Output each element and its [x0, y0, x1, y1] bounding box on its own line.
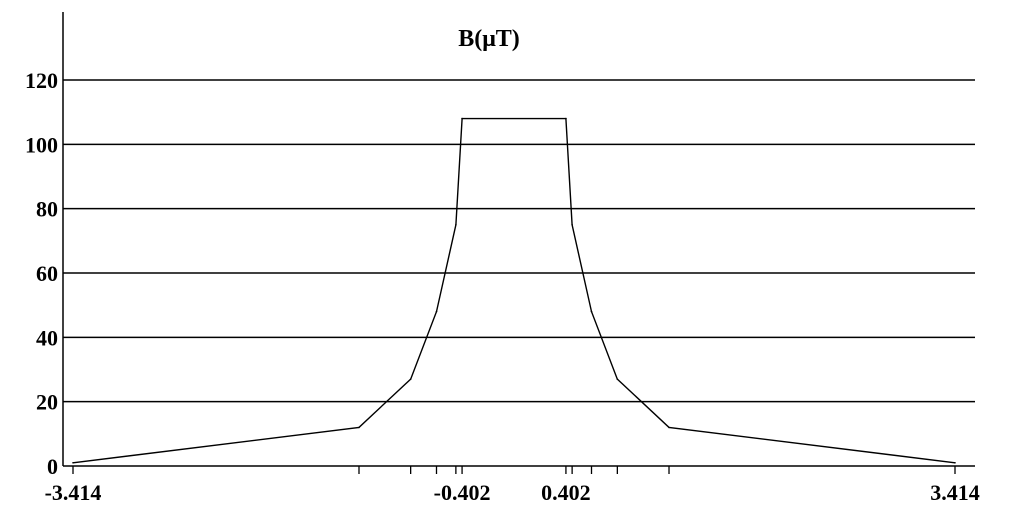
data-point-0-9 [616, 378, 619, 380]
chart-title: B(μT) [458, 26, 520, 52]
axes [62, 12, 975, 467]
y-tick-label-120: 120 [25, 68, 58, 93]
y-tick-label-20: 20 [36, 390, 58, 415]
x-tick-label-1: -0.402 [434, 480, 491, 505]
x-tick-label-0: -3.414 [45, 480, 102, 505]
series-line-0 [72, 117, 956, 464]
x-tick-label-3: 3.414 [930, 480, 980, 505]
data-point-0-0 [72, 461, 74, 464]
y-tick-label-60: 60 [36, 261, 58, 286]
y-tick-label-0: 0 [47, 454, 58, 479]
x-tick-labels: -3.414 -0.402 0.402 3.414 [45, 480, 980, 505]
series-layer [72, 117, 956, 464]
x-tick-label-2: 0.402 [541, 480, 591, 505]
horizontal-grid [63, 79, 975, 403]
data-point-0-8 [590, 310, 593, 313]
data-point-0-7 [571, 223, 573, 226]
data-point-0-6 [565, 117, 567, 120]
data-point-0-3 [435, 310, 438, 313]
data-point-0-1 [358, 426, 360, 429]
y-tick-label-100: 100 [25, 132, 58, 157]
x-ticks [72, 466, 956, 474]
y-tick-label-40: 40 [36, 325, 58, 350]
data-point-0-10 [668, 426, 670, 429]
data-point-0-5 [461, 117, 463, 120]
data-point-0-11 [954, 461, 956, 464]
data-point-0-4 [455, 223, 457, 226]
data-point-0-2 [409, 378, 412, 380]
y-tick-labels: 0 20 40 60 80 100 120 [25, 68, 58, 479]
y-tick-label-80: 80 [36, 197, 58, 222]
